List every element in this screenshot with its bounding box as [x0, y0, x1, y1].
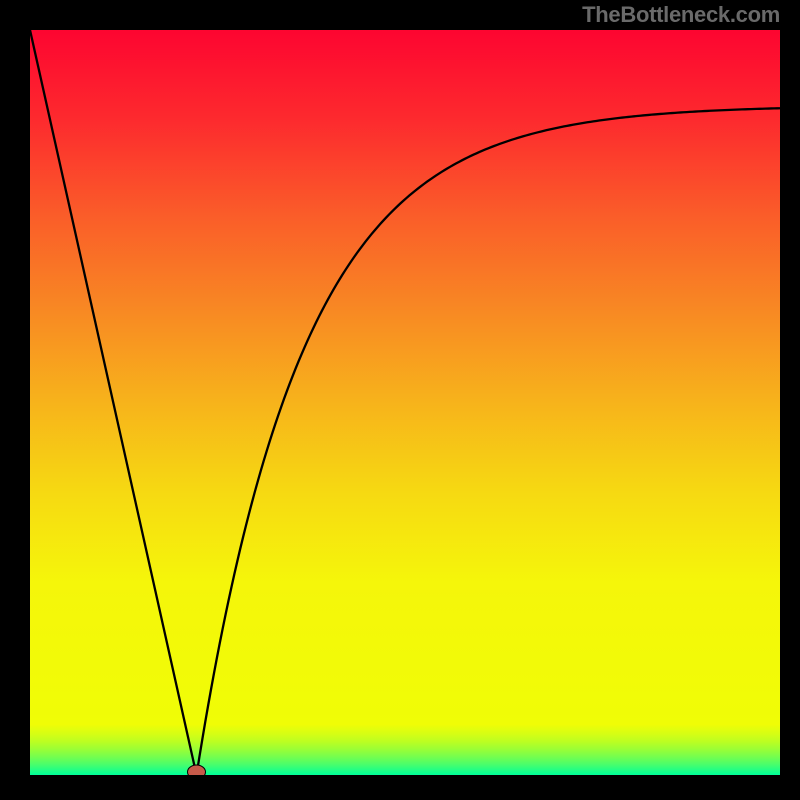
bottleneck-chart: TheBottleneck.com	[0, 0, 800, 800]
gradient-background	[30, 30, 780, 775]
watermark-text: TheBottleneck.com	[582, 2, 780, 28]
chart-svg	[0, 0, 800, 800]
